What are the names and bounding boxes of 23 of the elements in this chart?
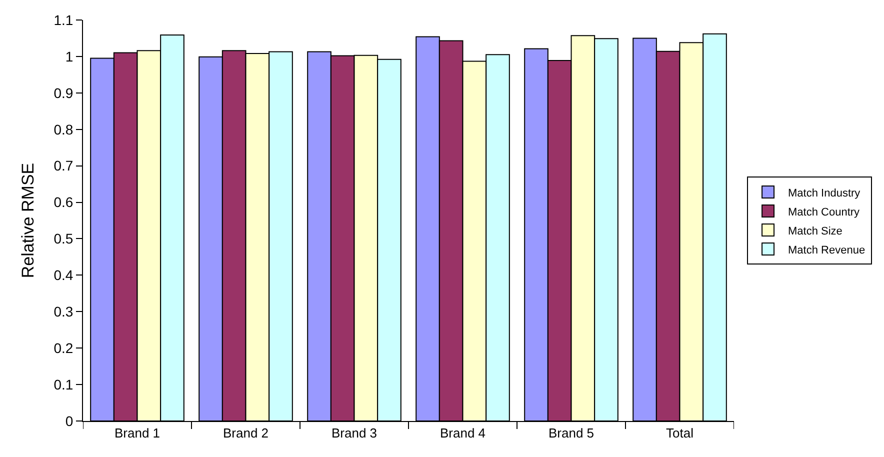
y-tick-label: 0.5 (54, 230, 74, 247)
y-tick-label: 0.3 (54, 304, 74, 320)
y-tick-label: 0.6 (54, 194, 74, 210)
legend-label: Match Size (788, 225, 842, 238)
x-tick-label: Total (666, 426, 694, 441)
y-tick-label: 0 (65, 412, 74, 429)
legend-label: Match Industry (788, 187, 861, 200)
x-tick-label: Brand 1 (114, 426, 160, 441)
y-tick-label: 1 (65, 48, 74, 64)
x-tick-label: Brand 3 (331, 426, 378, 441)
y-tick-label: 0.4 (54, 267, 74, 284)
y-tick-label: 0.1 (54, 376, 74, 392)
y-tick-label: 0.9 (54, 84, 74, 101)
y-tick-label: 0.7 (54, 158, 74, 174)
legend-label: Match Country (788, 206, 860, 218)
x-tick-label: Brand 4 (440, 426, 486, 441)
x-tick-label: Brand 5 (548, 426, 594, 441)
y-tick-label: 1.1 (54, 12, 74, 28)
y-tick-label: 0.8 (54, 121, 74, 138)
y-axis-title: Relative RMSE (18, 162, 38, 278)
x-tick-label: Brand 2 (222, 426, 269, 441)
y-tick-label: 0.2 (54, 340, 74, 356)
legend-label: Match Revenue (788, 244, 866, 256)
